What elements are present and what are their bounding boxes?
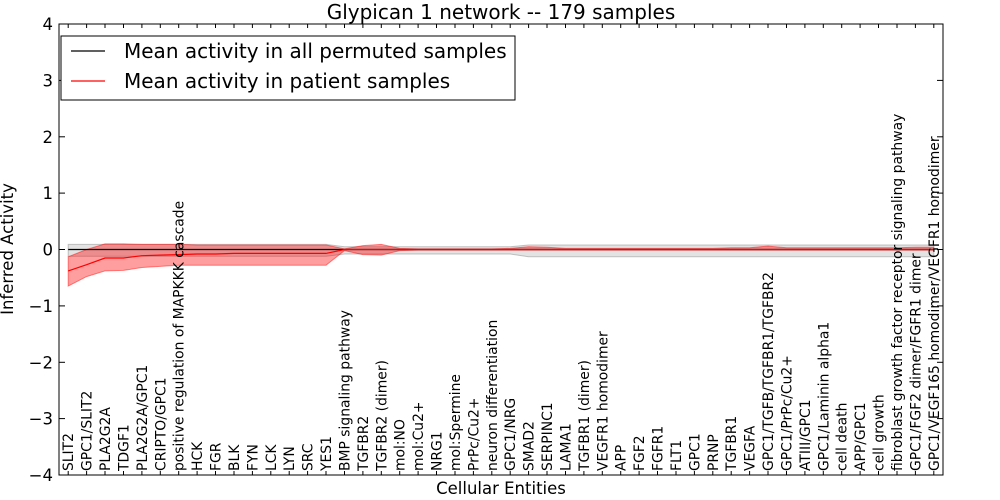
x-tick-label: GPC1/SLIT2 bbox=[80, 391, 96, 471]
x-tick-label: APP bbox=[614, 445, 630, 471]
x-tick-label: SERPINC1 bbox=[540, 402, 556, 471]
x-tick-label: GPC1 bbox=[687, 433, 703, 471]
x-tick-label: HCK bbox=[190, 441, 206, 471]
x-tick-label: APP/GPC1 bbox=[853, 402, 869, 471]
x-tick-label: LYN bbox=[282, 446, 298, 471]
y-axis-label: Inferred Activity bbox=[0, 183, 17, 315]
x-tick-label: GPC1/NRG bbox=[503, 398, 519, 471]
y-tick-label: 1 bbox=[43, 184, 54, 203]
y-tick-label: −3 bbox=[29, 410, 53, 429]
x-tick-label: mol:Spermine bbox=[448, 374, 464, 471]
x-tick-label: PLA2G2A bbox=[98, 407, 114, 471]
y-tick-labels: −4 −3 −2 −1 0 1 2 3 4 bbox=[29, 15, 53, 485]
x-tick-label: YES1 bbox=[319, 436, 335, 472]
x-tick-label: FGF2 bbox=[632, 435, 648, 471]
x-tick-label: BLK bbox=[227, 444, 243, 471]
y-tick-label: −1 bbox=[29, 297, 53, 316]
x-tick-label: neuron differentiation bbox=[485, 320, 501, 471]
x-tick-label: SLIT2 bbox=[61, 433, 77, 471]
x-tick-label: CRIPTO/GPC1 bbox=[153, 377, 169, 471]
x-tick-label: TGFBR2 (dimer) bbox=[374, 360, 390, 472]
x-tick-label: SMAD2 bbox=[522, 421, 538, 471]
y-tick-label: −4 bbox=[29, 466, 53, 485]
x-tick-label: TDGF1 bbox=[117, 424, 133, 472]
chart-title: Glypican 1 network -- 179 samples bbox=[327, 0, 676, 24]
x-tick-label: FYN bbox=[245, 444, 261, 471]
y-tick-label: −2 bbox=[29, 353, 53, 372]
x-tick-label: PrPc/Cu2+ bbox=[466, 397, 482, 471]
x-tick-label: mol:NO bbox=[393, 419, 409, 471]
x-tick-label: fibroblast growth factor receptor signal… bbox=[890, 114, 906, 471]
x-tick-label: BMP signaling pathway bbox=[338, 310, 354, 471]
x-tick-label: PRNP bbox=[706, 434, 722, 471]
x-tick-label: PLA2G2A/GPC1 bbox=[135, 365, 151, 471]
x-tick-label: GPC1/Laminin alpha1 bbox=[816, 322, 832, 471]
y-tick-label: 2 bbox=[43, 128, 54, 147]
x-tick-label: FLT1 bbox=[669, 440, 685, 471]
x-tick-label: TGFBR1 bbox=[724, 416, 740, 472]
x-tick-label: GPC1/PrPc/Cu2+ bbox=[780, 355, 796, 471]
x-tick-label: VEGFA bbox=[743, 425, 759, 471]
y-tick-label: 3 bbox=[43, 71, 54, 90]
legend-label-permuted: Mean activity in all permuted samples bbox=[124, 39, 507, 63]
x-tick-labels: SLIT2 GPC1/SLIT2 PLA2G2A TDGF1 PLA2G2A/GPC1 C… bbox=[61, 114, 943, 472]
x-tick-label: LCK bbox=[264, 444, 280, 471]
legend: Mean activity in all permuted samples Me… bbox=[60, 35, 516, 101]
x-axis-label: Cellular Entities bbox=[436, 479, 566, 498]
x-tick-label: positive regulation of MAPKKK cascade bbox=[172, 201, 188, 471]
y-tick-label: 0 bbox=[43, 241, 54, 260]
y-tick-label: 4 bbox=[43, 15, 54, 34]
x-tick-label: GPC1/FGF2 dimer/FGFR1 dimer bbox=[908, 253, 924, 471]
legend-label-patient: Mean activity in patient samples bbox=[124, 69, 450, 93]
x-tick-label: NRG1 bbox=[430, 431, 446, 471]
x-tick-label: mol:Cu2+ bbox=[411, 401, 427, 471]
x-tick-label: FGR bbox=[209, 442, 225, 471]
x-tick-label: GPC1/TGFB/TGFBR1/TGFBR2 bbox=[761, 272, 777, 471]
x-tick-label: GPC1/VEGF165 homodimer/VEGFR1 homodimer bbox=[927, 136, 943, 471]
legend-box bbox=[60, 35, 516, 101]
x-tick-label: cell death bbox=[835, 403, 851, 471]
x-tick-label: VEGFR1 homodimer bbox=[595, 331, 611, 471]
x-tick-label: cell growth bbox=[872, 394, 888, 471]
patient-mean-line bbox=[68, 248, 934, 272]
x-tick-label: TGFBR2 bbox=[356, 416, 372, 472]
x-tick-label: TGFBR1 (dimer) bbox=[577, 360, 593, 472]
x-tick-label: FGFR1 bbox=[651, 426, 667, 471]
axis-ticks bbox=[59, 23, 943, 476]
series-lines bbox=[68, 248, 934, 272]
x-tick-label: ATIII/GPC1 bbox=[798, 399, 814, 471]
x-tick-label: SRC bbox=[301, 444, 317, 471]
x-tick-label: LAMA1 bbox=[559, 423, 575, 471]
